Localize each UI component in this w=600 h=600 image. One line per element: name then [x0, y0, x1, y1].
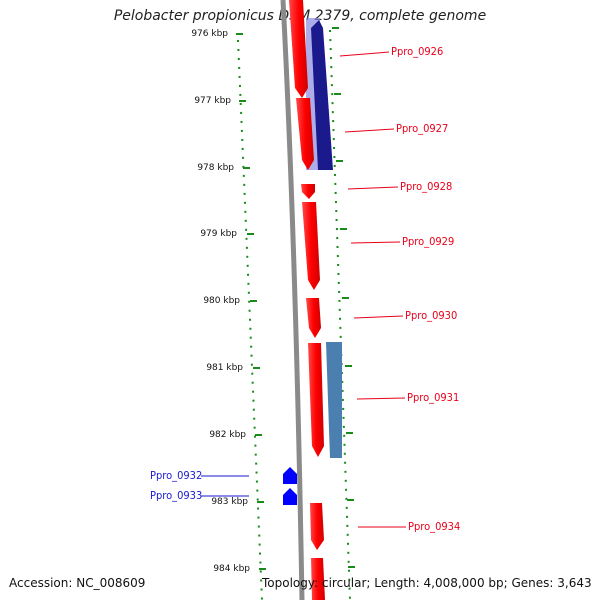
- tick-label: 983 kbp: [211, 497, 248, 507]
- accession-text: Accession: NC_008609: [9, 576, 146, 590]
- gene-label-ppro-0926[interactable]: Ppro_0926: [391, 45, 444, 58]
- label-leader-line: [353, 315, 404, 319]
- gene-ppro-0925-end[interactable]: [289, 0, 308, 98]
- tick-label: 979 kbp: [200, 229, 237, 239]
- gene-ppro-0931[interactable]: [326, 342, 342, 458]
- tick-label: 976 kbp: [191, 29, 228, 39]
- gene-ppro-0933[interactable]: [283, 488, 297, 505]
- tick-label: 980 kbp: [203, 296, 240, 306]
- gene-label-ppro-0930[interactable]: Ppro_0930: [405, 309, 458, 322]
- gene-ppro-0930[interactable]: [306, 298, 321, 338]
- gene-label-ppro-0931[interactable]: Ppro_0931: [407, 391, 460, 404]
- gene-label-ppro-0928[interactable]: Ppro_0928: [400, 180, 453, 193]
- label-leader-line: [347, 186, 399, 190]
- label-leader-line: [356, 397, 406, 400]
- gene-ppro-0934[interactable]: [310, 503, 324, 550]
- genome-backbone: [280, 0, 305, 600]
- gene-ppro-0929[interactable]: [302, 202, 320, 290]
- tick-label: 982 kbp: [209, 430, 246, 440]
- gene-ppro-0935-start[interactable]: [311, 558, 325, 600]
- tick-label: 981 kbp: [206, 363, 243, 373]
- gene-label-ppro-0933[interactable]: Ppro_0933: [150, 489, 203, 502]
- gene-label-ppro-0929[interactable]: Ppro_0929: [402, 235, 455, 248]
- topology-text: Topology: circular; Length: 4,008,000 bp…: [262, 576, 592, 590]
- gene-ppro-0927[interactable]: [296, 98, 314, 170]
- right-guide-dots: [329, 29, 351, 600]
- gene-label-ppro-0934[interactable]: Ppro_0934: [408, 520, 461, 533]
- gene-label-ppro-0927[interactable]: Ppro_0927: [396, 122, 449, 135]
- gene-ppro-0931b[interactable]: [308, 343, 324, 457]
- gene-ppro-0928[interactable]: [301, 184, 315, 199]
- tick-label: 984 kbp: [213, 564, 250, 574]
- gene-label-ppro-0932[interactable]: Ppro_0932: [150, 469, 203, 482]
- left-guide-dots: [237, 39, 263, 600]
- gene-ppro-0926[interactable]: [311, 20, 333, 170]
- label-leader-line: [350, 241, 401, 244]
- label-leader-line: [344, 128, 395, 133]
- label-leader-line: [339, 51, 390, 57]
- gene-ppro-0932[interactable]: [283, 467, 297, 484]
- tick-label: 977 kbp: [194, 96, 231, 106]
- tick-label: 978 kbp: [197, 163, 234, 173]
